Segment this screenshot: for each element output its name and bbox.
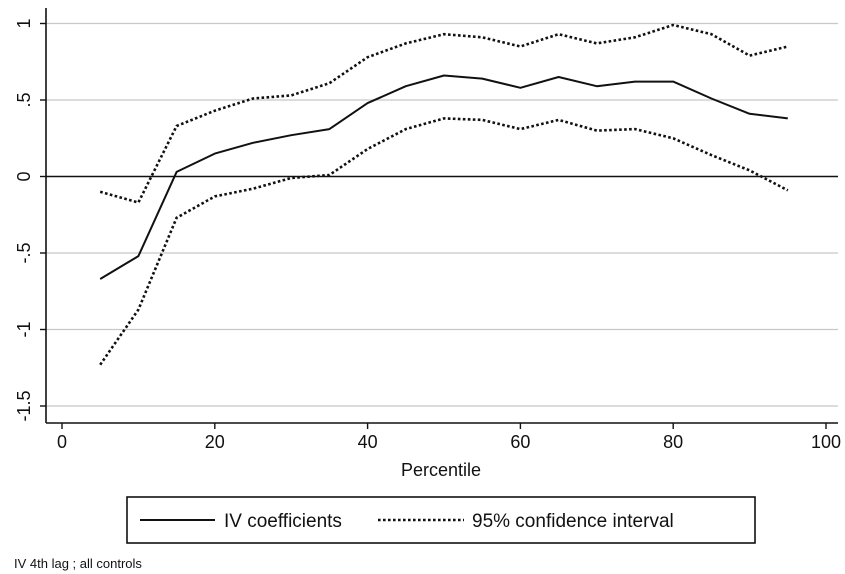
ci-lower-line (99, 117, 789, 366)
x-axis-title: Percentile (401, 460, 481, 480)
x-tick-label: 20 (205, 432, 225, 452)
y-tick-label: -1 (14, 321, 34, 337)
x-tick-label: 60 (510, 432, 530, 452)
gridlines (46, 22, 838, 407)
legend: IV coefficients 95% confidence interval (126, 496, 756, 544)
y-tick-label: -1.5 (14, 390, 34, 421)
iv-coefficients-line (99, 74, 788, 280)
tick-labels: -1.5 -1 -.5 0 .5 1 0 20 40 60 80 100 (14, 18, 841, 452)
chart-note: IV 4th lag ; all controls (14, 556, 142, 571)
axes (45, 8, 838, 424)
legend-label: 95% confidence interval (472, 511, 674, 532)
x-tick-label: 100 (811, 432, 841, 452)
x-tick-label: 40 (358, 432, 378, 452)
ci-upper-line (99, 23, 789, 204)
y-tick-label: -.5 (14, 242, 34, 263)
y-tick-label: 1 (14, 18, 34, 28)
x-tick-label: 0 (57, 432, 67, 452)
legend-label: IV coefficients (224, 511, 342, 532)
x-tick-label: 80 (663, 432, 683, 452)
series-lines (99, 23, 789, 366)
legend-box (126, 496, 756, 544)
y-tick-label: 0 (14, 171, 34, 181)
y-tick-label: .5 (14, 92, 34, 107)
